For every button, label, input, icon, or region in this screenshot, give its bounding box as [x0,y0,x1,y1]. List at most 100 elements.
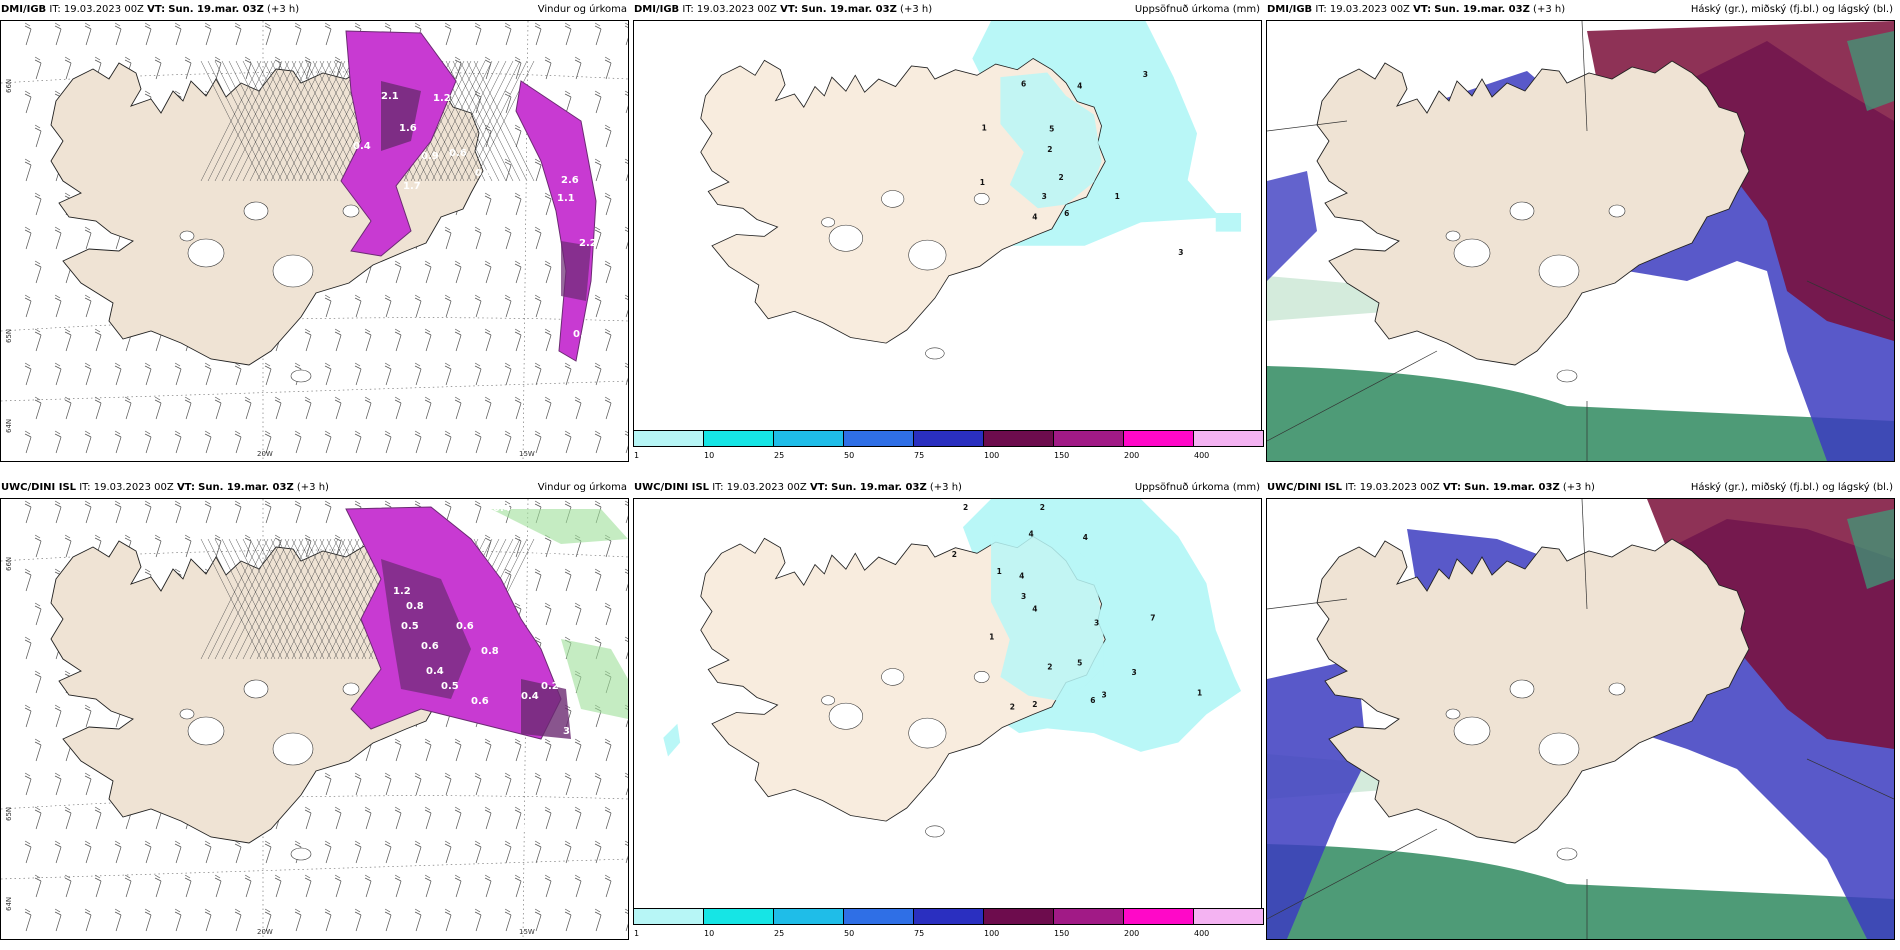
precip-value-label: 0.4 [353,141,371,152]
panel-header: DMI/IGB IT: 19.03.2023 00Z VT: Sun. 19.m… [1266,0,1895,20]
cloud-map [1266,20,1895,462]
colorbar-swatch [773,908,844,925]
precip-value-label: 0.6 [521,821,539,832]
iceland-landmass [1316,60,1750,383]
precip-value-label: 1.4 [481,211,499,222]
valid-time: Sun. 19.mar. 03Z [1434,4,1530,15]
panel-title: Vindur og úrkoma [537,4,627,15]
panel-run-info: DMI/IGB IT: 19.03.2023 00Z VT: Sun. 19.m… [634,0,932,20]
colorbar-label: 75 [914,929,925,938]
vt-label: VT: [147,4,166,15]
colorbar-swatch [913,908,984,925]
colorbar-swatch [1123,430,1194,447]
model-name: UWC/DINI ISL [634,482,710,493]
latitude-label: 64N [5,418,13,433]
precip-value-label: 0.4 [531,746,549,757]
precip-map: 3 6 4 1 5 2 1 2 3 1 4 6 3 [633,20,1262,434]
panel-dmi-precip: DMI/IGB IT: 19.03.2023 00Z VT: Sun. 19.m… [633,0,1264,462]
precip-value-label: 1 [1115,192,1120,201]
colorbar-label: 150 [1054,451,1070,460]
panel-title: Uppsöfnuð úrkoma (mm) [1134,482,1260,493]
forecast-offset: (+3 h) [296,482,329,493]
cloud-map [1266,498,1895,940]
colorbar-label: 400 [1194,929,1210,938]
model-name: UWC/DINI ISL [1267,482,1343,493]
precipitation-areas [340,30,597,362]
precip-value-label: 0.6 [456,621,474,632]
precip-value-label: 5 [1049,124,1054,133]
colorbar-swatch [703,430,774,447]
precip-value-label: 7 [1150,614,1155,623]
precip-value-label: 0.8 [475,168,493,179]
vt-label: VT: [176,482,195,493]
precip-value-label: 6 [1021,80,1026,89]
precip-value-label: 0.5 [401,621,419,632]
precip-value-label: 0.2 [541,681,559,692]
model-name: DMI/IGB [1,4,47,15]
precip-value-label: 0.6 [421,641,439,652]
colorbar-swatch [1193,908,1264,925]
valid-time: Sun. 19.mar. 03Z [801,4,897,15]
precip-value-label: 3.6 [563,726,581,737]
vt-label: VT: [780,4,799,15]
init-time: 19.03.2023 00Z [93,482,174,493]
precip-value-label: 0.9 [421,151,439,162]
init-time: 19.03.2023 00Z [696,4,777,15]
panel-dmi-cloud: DMI/IGB IT: 19.03.2023 00Z VT: Sun. 19.m… [1266,0,1895,462]
colorbar-label: 400 [1194,451,1210,460]
colorbar-label: 75 [914,451,925,460]
precip-value-label: 2 [1047,145,1052,154]
colorbar-label: 10 [704,451,715,460]
colorbar-swatch [773,430,844,447]
precip-value-label: 3 [1094,618,1099,627]
panel-run-info: UWC/DINI ISL IT: 19.03.2023 00Z VT: Sun.… [1267,478,1595,498]
precip-value-label: 1 [980,178,985,187]
colorbar-label: 25 [774,451,785,460]
colorbar-label: 200 [1124,929,1140,938]
precip-value-label: 2.2 [579,238,597,249]
precip-value-label: 2.6 [561,175,579,186]
precip-value-label: 2 [1047,662,1052,671]
precip-value-label: 1.6 [399,123,417,134]
longitude-label: 15W [519,928,535,936]
map-canvas [1267,499,1894,939]
precip-value-label: 5 [1077,659,1082,668]
precip-value-label: 3 [1021,592,1026,601]
precip-value-labels: 0.41.31.20.80.50.60.60.40.80.50.6 0.40.23… [393,503,581,832]
panel-header: DMI/IGB IT: 19.03.2023 00Z VT: Sun. 19.m… [633,0,1262,20]
colorbar-label: 150 [1054,929,1070,938]
longitude-label: 15W [519,450,535,458]
it-label: IT: [1345,482,1357,493]
panel-dmi-wind: DMI/IGB IT: 19.03.2023 00Z VT: Sun. 19.m… [0,0,629,462]
precip-value-label: 1.1 [557,193,575,204]
precip-value-label: 2 [1010,703,1015,712]
init-time: 19.03.2023 00Z [1329,4,1410,15]
map-canvas: 3 6 4 1 5 2 1 2 3 1 4 6 3 [700,21,1242,360]
colorbar-swatch [1193,430,1264,447]
precip-value-label: 4 [1032,604,1037,613]
panel-uwc-cloud: UWC/DINI ISL IT: 19.03.2023 00Z VT: Sun.… [1266,478,1895,940]
vt-label: VT: [1442,482,1461,493]
panel-title: Háský (gr.), miðský (fj.bl.) og lágský (… [1690,482,1893,493]
latitude-label: 66N [5,556,13,571]
precip-value-label: 4 [1032,213,1037,222]
precip-value-label: 2 [1032,700,1037,709]
map-canvas: 0.41.31.20.80.50.60.60.40.80.50.6 0.40.23… [1,499,628,939]
precip-value-label: 1.2 [393,586,411,597]
colorbar-swatch [1053,908,1124,925]
precip-value-label: 4 [1028,529,1033,538]
forecast-offset: (+3 h) [929,482,962,493]
panel-header: UWC/DINI ISL IT: 19.03.2023 00Z VT: Sun.… [1266,478,1895,498]
precip-value-label: 0.4 [426,666,444,677]
panel-run-info: UWC/DINI ISL IT: 19.03.2023 00Z VT: Sun.… [1,478,329,498]
precip-value-label: 6 [1064,209,1069,218]
init-time: 19.03.2023 00Z [63,4,144,15]
forecast-offset: (+3 h) [1533,4,1566,15]
wind-map: 0.4 1.3 1.2 0.8 0.5 0.6 0.6 0.4 0.8 0.5 0.6 0.4 0.2 3… [0,498,629,940]
valid-time: Sun. 19.mar. 03Z [831,482,927,493]
panel-run-info: DMI/IGB IT: 19.03.2023 00Z VT: Sun. 19.m… [1267,0,1565,20]
it-label: IT: [1315,4,1327,15]
precip-value-label: 1 [1197,689,1202,698]
it-label: IT: [79,482,91,493]
